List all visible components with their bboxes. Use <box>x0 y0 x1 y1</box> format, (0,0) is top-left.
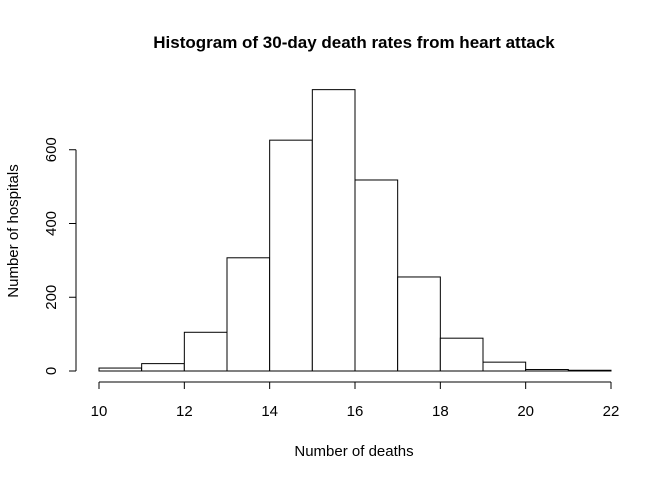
x-tick-label: 16 <box>347 403 364 420</box>
x-axis: 10 12 14 16 18 20 22 <box>91 381 620 420</box>
x-tick-label: 22 <box>603 403 620 420</box>
histogram-bar <box>183 331 228 372</box>
histogram-bar <box>567 369 612 372</box>
y-tick-label: 600 <box>43 137 60 162</box>
y-axis-label: Number of hospitals <box>5 164 22 297</box>
histogram-bar <box>354 179 399 372</box>
y-tick-label: 200 <box>43 285 60 310</box>
x-tick-label: 18 <box>432 403 449 420</box>
y-axis: 0 200 400 600 <box>43 137 77 375</box>
x-tick-label: 14 <box>261 403 278 420</box>
histogram-bar <box>311 89 356 372</box>
histogram-bar <box>141 363 185 372</box>
bars-group <box>98 89 612 372</box>
x-tick-label: 10 <box>91 403 108 420</box>
chart-title: Histogram of 30-day death rates from hea… <box>153 33 555 52</box>
histogram-bar <box>482 361 527 372</box>
histogram-bar <box>226 257 271 372</box>
y-tick-label: 0 <box>43 367 60 375</box>
histogram-bar <box>269 139 313 372</box>
histogram-bar <box>439 337 484 372</box>
x-axis-label: Number of deaths <box>294 443 413 460</box>
y-tick-label: 400 <box>43 211 60 236</box>
histogram-bar <box>397 276 441 372</box>
histogram-bar <box>98 367 143 372</box>
histogram-bar <box>525 369 569 372</box>
x-tick-label: 20 <box>517 403 534 420</box>
x-tick-label: 12 <box>176 403 193 420</box>
